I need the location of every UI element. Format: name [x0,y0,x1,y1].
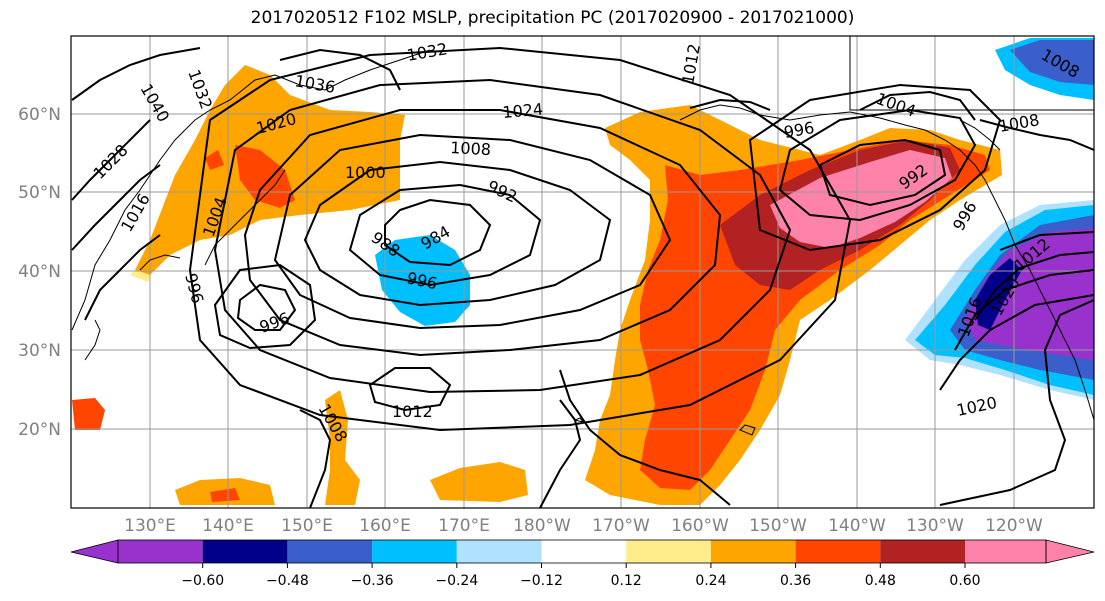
colorbar-tick-label: −0.60 [181,573,224,589]
shade-orange-tropic3 [325,390,360,505]
shade-red-japan-small [205,150,224,170]
lat-label: 50°N [18,183,61,203]
colorbar-tick-label: 0.12 [611,573,642,589]
contour-label: 1008 [450,138,492,159]
colorbar-tick-label: −0.48 [266,573,309,589]
colorbar-seg [880,540,965,563]
lat-label: 60°N [18,105,61,125]
lon-label: 150°E [281,516,333,536]
colorbar-tick-label: 0.48 [865,573,896,589]
lon-label: 160°W [671,516,729,536]
lon-label: 170°W [592,516,650,536]
colorbar-tick-label: 0.60 [949,573,980,589]
lon-label: 140°E [202,516,254,536]
colorbar-frame [117,539,1047,564]
lon-label: 120°W [985,516,1043,536]
shade-yellow-japan-edge [130,270,150,282]
colorbar-seg [202,540,288,563]
lat-label: 40°N [18,262,61,282]
colorbar-seg [118,540,203,563]
colorbar-seg [456,540,542,563]
colorbar-seg [710,540,796,563]
colorbar-tick-label: −0.36 [351,573,394,589]
colorbar-seg [541,540,627,563]
colorbar-tick-label: 0.36 [780,573,811,589]
colorbar-seg [626,540,711,563]
map-frame [70,35,1095,509]
contour-label: 1024 [502,100,544,122]
colorbar-tick-label: −0.12 [520,573,563,589]
lat-label: 30°N [18,341,61,361]
shade-orange-tropic2 [430,462,528,502]
lon-label: 140°W [828,516,886,536]
shade-red-tropic2 [210,488,240,502]
precipitation-fill [72,38,1094,505]
colorbar-seg [287,540,373,563]
lon-label: 160°E [359,516,411,536]
colorbar-seg [1045,539,1095,564]
mslp-contours [71,46,1094,508]
lat-label: 20°N [18,420,61,440]
map-title: 2017020512 F102 MSLP, precipitation PC (… [250,8,855,28]
contour-label: 1000 [345,163,386,182]
lon-label: 150°W [749,516,807,536]
colorbar-tick-label: −0.24 [435,573,478,589]
lat-labels: 60°N 50°N 40°N 30°N 20°N [18,105,61,440]
colorbar-seg [795,540,881,563]
contour-label: 1012 [392,402,433,421]
lon-label: 170°E [438,516,490,536]
gridlines [71,36,1094,508]
colorbar: −0.60 −0.48 −0.36 −0.24 −0.12 0.12 0.24 … [70,539,1095,589]
colorbar-seg [70,539,119,564]
lon-label: 130°W [906,516,964,536]
lon-label: 130°E [124,516,176,536]
shade-royalblue-alaska [1010,40,1094,85]
shade-pink-core [770,150,952,248]
colorbar-tick-label: 0.24 [695,573,726,589]
colorbar-ticks [202,563,966,568]
lon-labels: 130°E 140°E 150°E 160°E 170°E 180°W 170°… [124,516,1043,536]
colorbar-seg [372,540,457,563]
lon-label: 180°W [513,516,571,536]
shade-red-tropic [72,398,105,430]
colorbar-seg [965,540,1046,563]
